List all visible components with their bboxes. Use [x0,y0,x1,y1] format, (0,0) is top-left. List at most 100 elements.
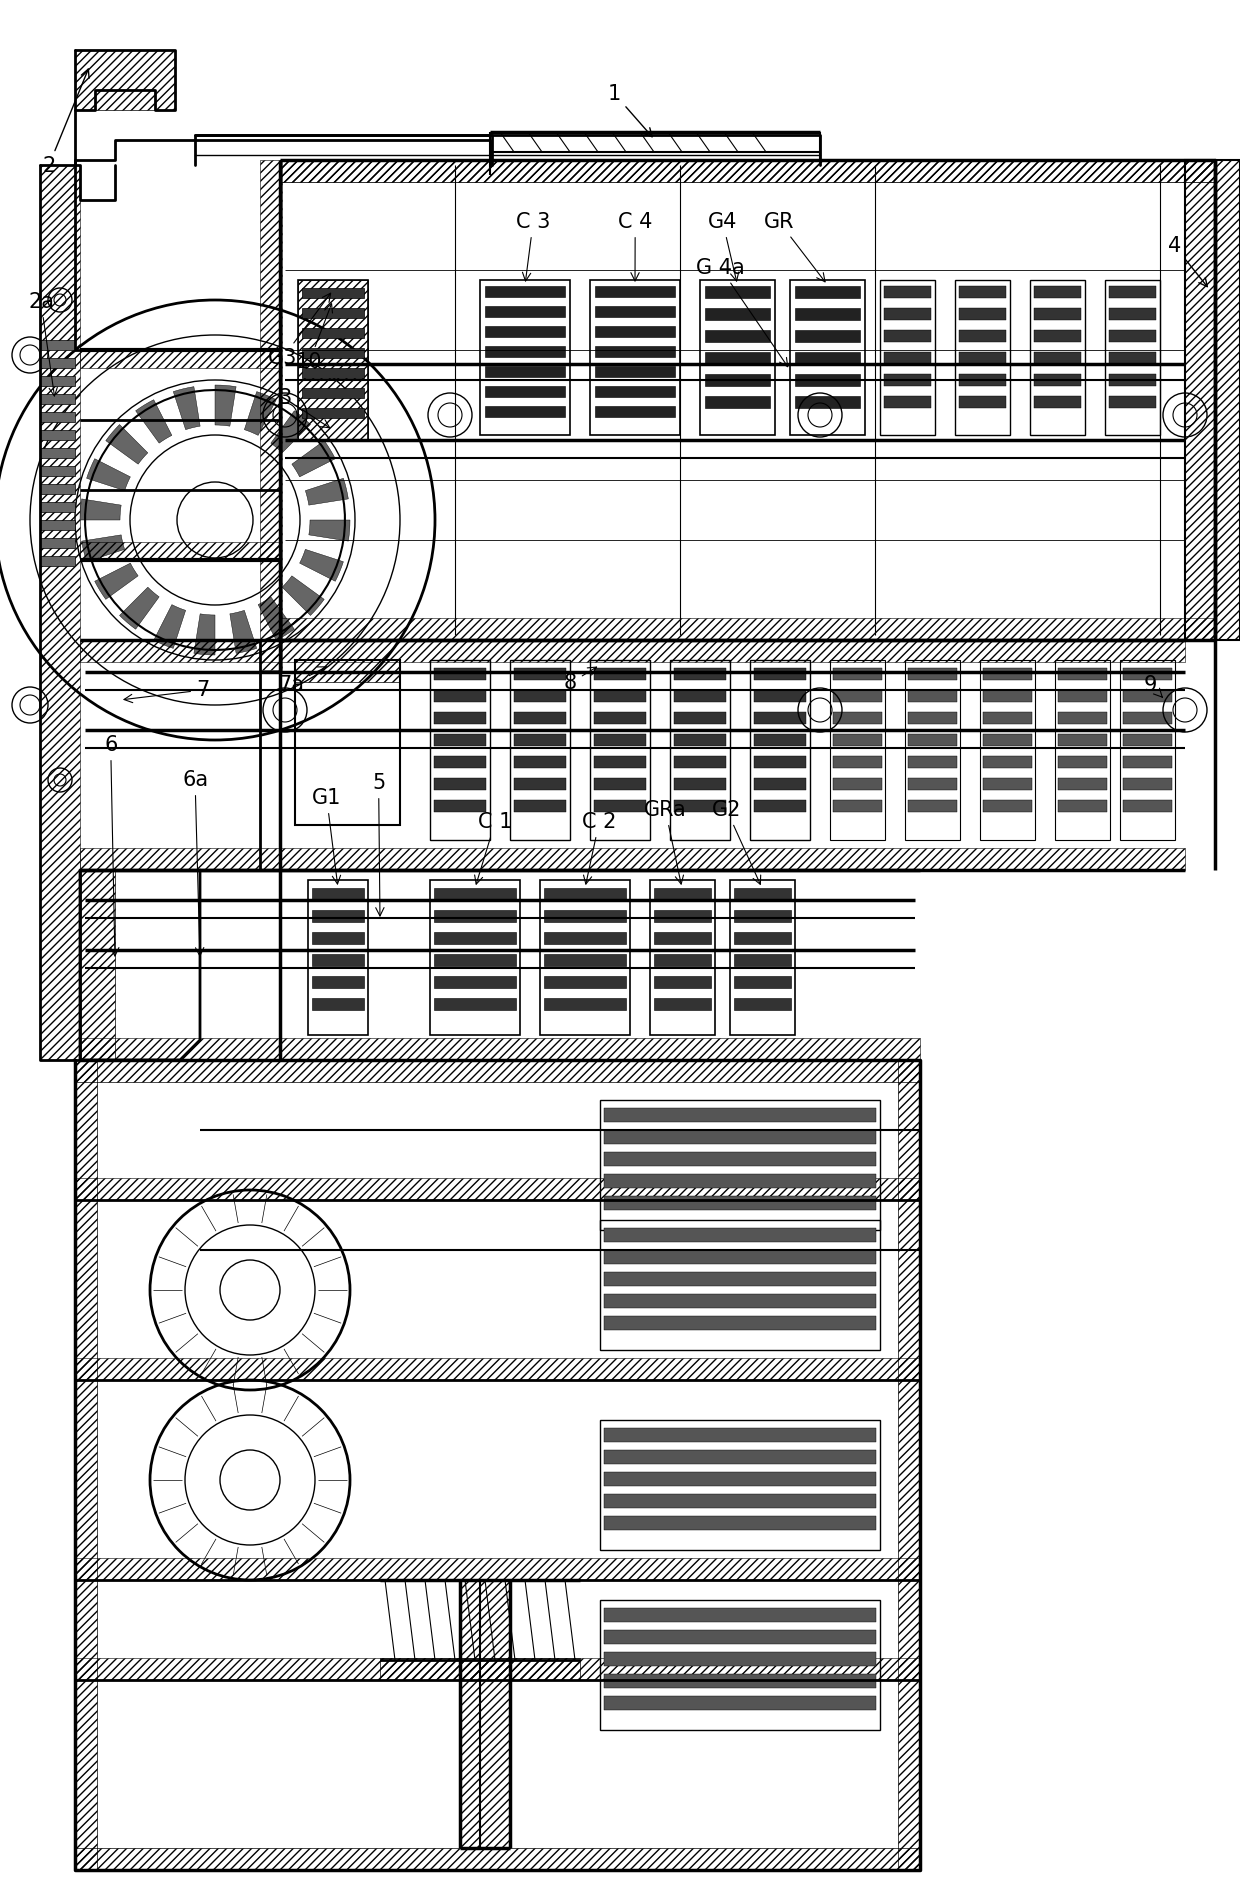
Bar [74,1178,920,1201]
Bar [600,1420,880,1551]
Bar [959,286,1006,299]
Bar [434,777,486,790]
Polygon shape [270,410,310,452]
Text: G2: G2 [712,800,760,885]
Text: C 2: C 2 [582,811,616,885]
Bar [833,734,882,747]
Bar [653,953,711,966]
Polygon shape [300,550,343,581]
Polygon shape [283,577,324,615]
Bar [1109,331,1156,342]
Bar [312,910,365,923]
Bar [303,308,365,318]
Bar [653,889,711,900]
Polygon shape [105,425,148,463]
Bar [754,668,806,681]
Text: 7: 7 [124,681,210,703]
Bar [1058,756,1107,768]
Bar [434,910,516,923]
Bar [706,395,770,408]
Bar [795,331,861,342]
Text: GR: GR [764,212,825,282]
Bar [955,280,1011,435]
Polygon shape [309,520,350,541]
Polygon shape [258,598,294,641]
Bar [544,910,626,923]
Bar [908,777,957,790]
Bar [734,998,791,1010]
Bar [604,1293,875,1309]
Bar [515,777,565,790]
Bar [833,777,882,790]
Bar [595,306,675,318]
Bar [544,953,626,966]
Text: 10: 10 [296,304,332,373]
Bar [754,800,806,811]
Bar [706,286,770,299]
Bar [604,1630,875,1643]
Bar [595,286,675,297]
Bar [604,1696,875,1709]
Bar [485,306,565,318]
Text: 9: 9 [1145,675,1162,698]
Text: 1: 1 [608,83,652,136]
Bar [312,932,365,944]
Bar [594,800,646,811]
Bar [595,386,675,397]
Bar [260,161,281,669]
Bar [884,374,931,386]
Bar [675,734,725,747]
Bar [833,668,882,681]
Bar [604,1494,875,1507]
Bar [379,1658,580,1679]
Polygon shape [229,611,257,652]
Bar [959,331,1006,342]
Bar [1055,660,1110,840]
Bar [795,352,861,363]
Bar [74,1061,920,1082]
Bar [734,976,791,987]
Bar [40,393,74,405]
Bar [1034,352,1081,363]
Bar [280,618,1215,639]
Bar [1123,800,1172,811]
Bar [833,713,882,724]
Bar [884,286,931,299]
Polygon shape [81,499,122,520]
Bar [706,374,770,386]
Bar [434,998,516,1010]
Text: G4: G4 [708,212,739,282]
Bar [884,352,931,363]
Bar [706,308,770,320]
Bar [653,932,711,944]
Bar [434,800,486,811]
Bar [434,668,486,681]
Bar [1058,734,1107,747]
Bar [730,879,795,1034]
Bar [40,340,74,350]
Text: G1: G1 [312,789,341,883]
Bar [1030,280,1085,435]
Bar [1185,161,1240,639]
Bar [1034,286,1081,299]
Bar [595,325,675,337]
Bar [1105,280,1159,435]
Bar [544,932,626,944]
Bar [594,777,646,790]
Bar [485,346,565,357]
Bar [485,325,565,337]
Bar [604,1653,875,1666]
Bar [280,161,1215,182]
Bar [40,357,74,369]
Bar [701,280,775,435]
Bar [295,660,401,683]
Bar [544,998,626,1010]
Bar [594,734,646,747]
Bar [485,386,565,397]
Bar [1123,756,1172,768]
Bar [40,539,74,548]
Bar [74,1658,920,1679]
Bar [795,395,861,408]
Bar [604,1428,875,1443]
Polygon shape [87,460,130,490]
